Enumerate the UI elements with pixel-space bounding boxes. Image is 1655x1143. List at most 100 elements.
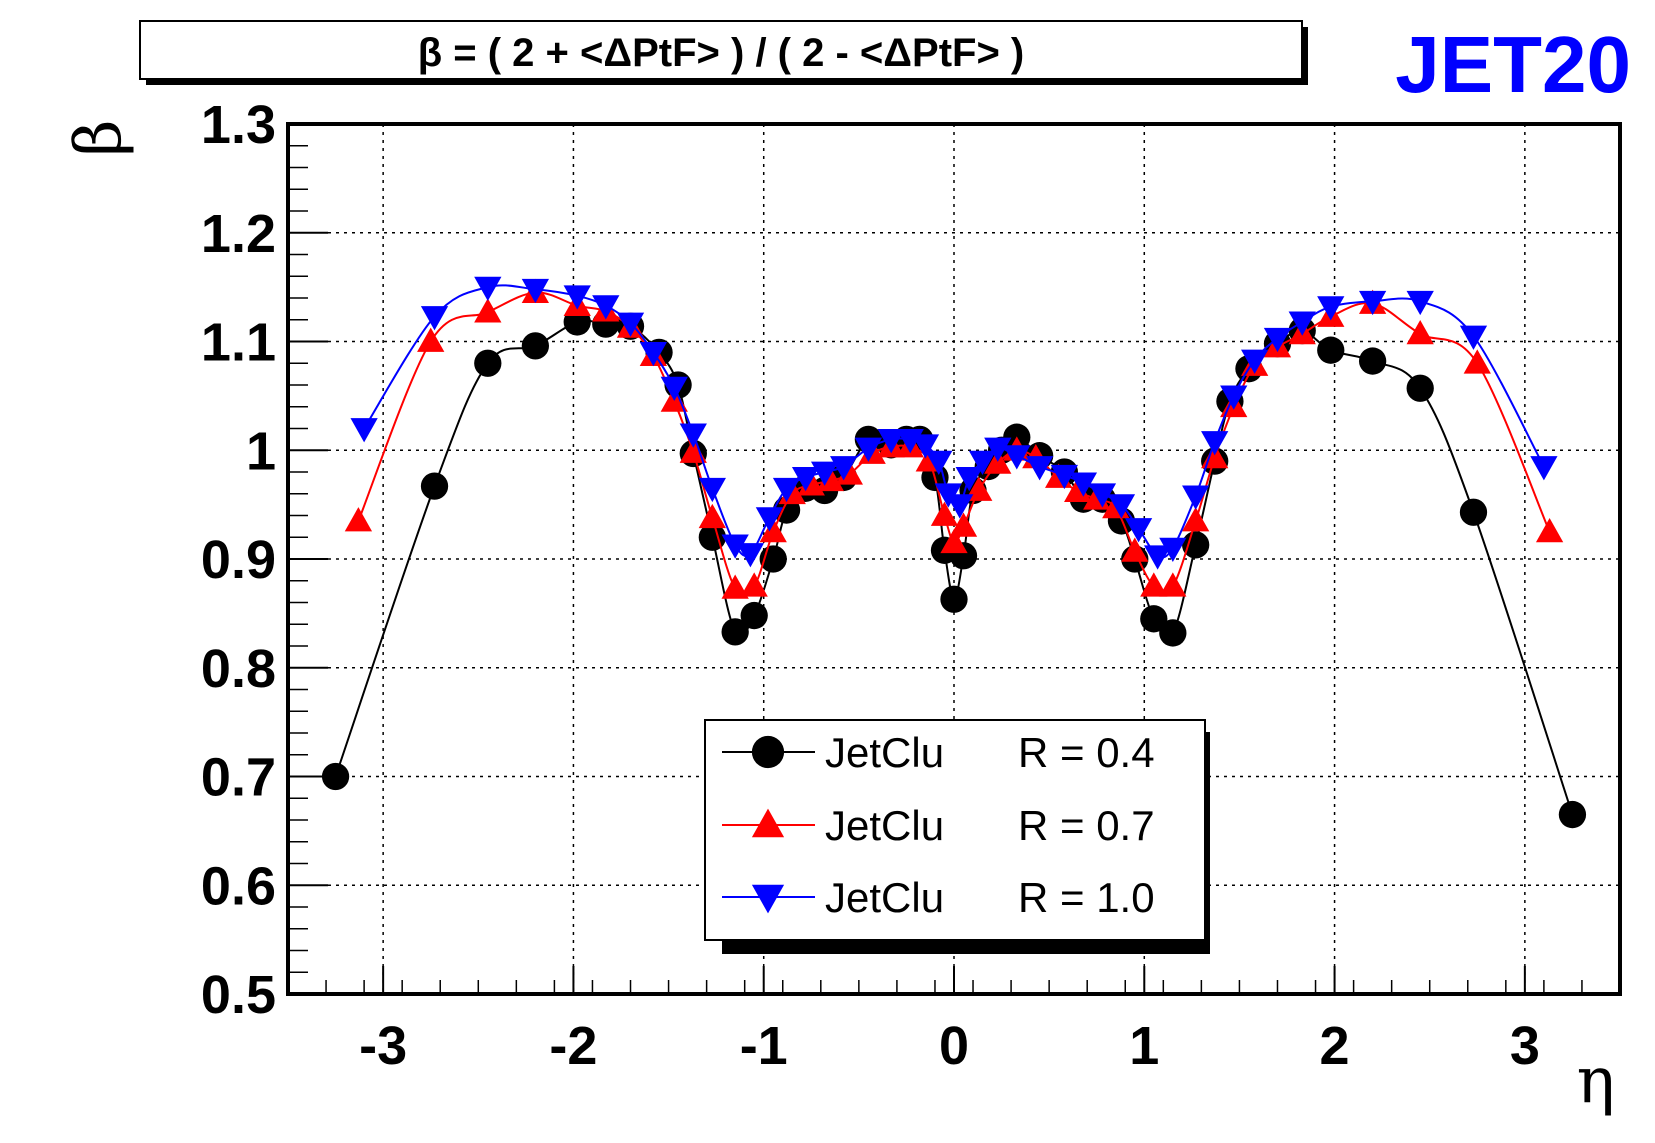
data-point xyxy=(1358,347,1387,375)
legend-param: R = 0.7 xyxy=(1018,802,1155,849)
data-point xyxy=(660,376,688,402)
legend-param: R = 0.4 xyxy=(1018,729,1155,776)
data-point xyxy=(592,295,620,320)
data-point xyxy=(1558,800,1587,829)
y-tick-label: 1 xyxy=(246,421,276,481)
legend-marker xyxy=(751,884,785,914)
data-point xyxy=(1406,374,1434,402)
data-point xyxy=(563,285,591,310)
data-point xyxy=(1459,325,1488,350)
data-point xyxy=(1159,537,1187,562)
data-point xyxy=(736,543,765,568)
x-tick-label: -1 xyxy=(740,1016,788,1076)
plot-frame xyxy=(286,122,1622,996)
data-point xyxy=(1088,483,1117,508)
legend-label: JetClu xyxy=(825,729,944,776)
data-point xyxy=(1124,518,1153,543)
y-axis-label: β xyxy=(62,120,136,157)
data-point xyxy=(721,618,749,646)
data-point xyxy=(1463,349,1491,374)
data-point xyxy=(877,428,905,454)
data-point xyxy=(1003,445,1031,470)
data-point xyxy=(420,306,449,331)
data-point xyxy=(1025,456,1054,481)
data-point xyxy=(755,507,784,532)
x-tick-label: -2 xyxy=(549,1016,597,1076)
legend-entry: JetClu R = 1.0 xyxy=(722,874,1155,921)
legend-entry: JetClu R = 0.7 xyxy=(722,802,1155,849)
data-point xyxy=(791,467,820,492)
legend-entry: JetClu R = 0.4 xyxy=(722,729,1155,776)
data-point xyxy=(835,460,863,485)
data-point xyxy=(350,418,378,443)
chart-title: β = ( 2 + <ΔPtF> ) / ( 2 - <ΔPtF> ) xyxy=(418,31,1025,75)
data-point xyxy=(521,332,550,360)
data-point xyxy=(698,503,726,529)
legend-marker xyxy=(751,735,785,769)
x-axis-label: η xyxy=(1577,1044,1615,1118)
data-point xyxy=(417,327,445,352)
y-tick-label: 0.8 xyxy=(201,639,276,699)
data-point xyxy=(521,278,550,304)
data-point xyxy=(1140,605,1168,633)
data-point xyxy=(679,438,707,463)
y-tick-label: 0.9 xyxy=(201,530,276,590)
data-point xyxy=(1241,349,1269,374)
data-point xyxy=(721,534,749,559)
data-point xyxy=(740,572,768,597)
data-point xyxy=(854,437,883,462)
data-point xyxy=(616,312,645,337)
legend-label: JetClu xyxy=(825,802,944,849)
data-point xyxy=(740,601,768,630)
axis-ticks xyxy=(287,123,1621,995)
data-point xyxy=(1107,494,1136,519)
legend-param: R = 1.0 xyxy=(1018,874,1155,921)
data-point xyxy=(772,477,801,503)
y-tick-label: 1.1 xyxy=(201,313,276,373)
data-point xyxy=(1317,296,1345,321)
data-point xyxy=(1220,385,1248,410)
data-point xyxy=(1535,517,1564,543)
data-point xyxy=(679,423,707,448)
data-point xyxy=(1182,531,1210,559)
data-point xyxy=(940,528,968,554)
data-point xyxy=(1159,572,1187,597)
data-point xyxy=(1182,507,1210,532)
data-point xyxy=(759,517,787,543)
data-point xyxy=(1459,498,1488,526)
legend: JetClu R = 0.4 JetClu R = 0.7 JetClu R = 1.0 xyxy=(704,719,1210,954)
data-point xyxy=(1406,320,1434,345)
data-point xyxy=(984,437,1012,462)
data-point xyxy=(474,349,502,377)
legend-marker xyxy=(751,808,785,838)
data-point xyxy=(816,466,844,492)
data-point xyxy=(1263,327,1292,353)
data-point xyxy=(721,574,749,599)
title-box xyxy=(139,20,1303,80)
x-tick-label: -3 xyxy=(359,1016,407,1076)
data-point xyxy=(474,276,502,301)
x-tick-label: 0 xyxy=(939,1016,969,1076)
chart-tag: JET20 xyxy=(1395,20,1631,109)
data-point xyxy=(344,507,373,532)
data-point xyxy=(1069,472,1098,497)
series-3 xyxy=(350,276,1558,570)
data-point xyxy=(1140,572,1168,597)
data-point xyxy=(1201,431,1229,456)
data-point xyxy=(1159,619,1187,647)
data-point xyxy=(946,494,974,519)
data-point xyxy=(420,472,449,500)
data-point xyxy=(829,456,858,481)
data-point xyxy=(1064,477,1092,502)
data-point xyxy=(1530,456,1558,481)
data-point xyxy=(1050,464,1079,490)
y-tick-labels: 0.5 0.6 0.7 0.8 0.9 1 1.1 1.2 1.3 xyxy=(201,95,276,1025)
legend-box xyxy=(704,719,1206,941)
x-tick-label: 2 xyxy=(1320,1016,1350,1076)
data-point xyxy=(1121,537,1149,562)
data-point xyxy=(930,501,959,526)
data-point xyxy=(1143,545,1172,570)
data-point xyxy=(1406,290,1434,316)
data-point xyxy=(698,477,726,503)
